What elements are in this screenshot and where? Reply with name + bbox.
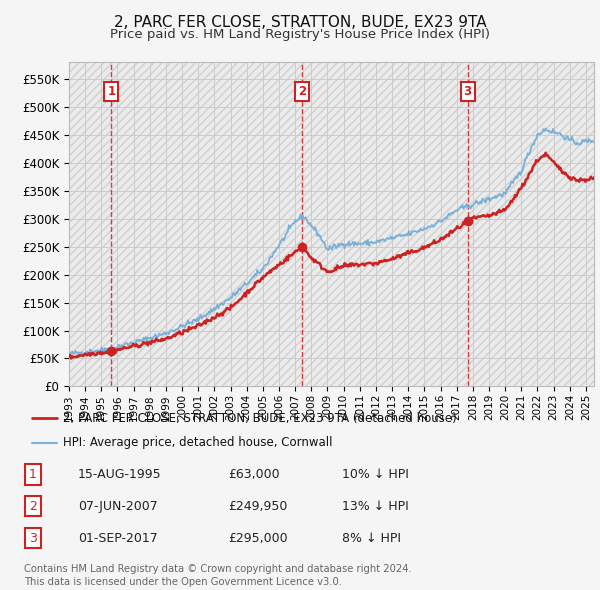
Text: £295,000: £295,000 (228, 532, 287, 545)
Text: 2: 2 (29, 500, 37, 513)
Text: 8% ↓ HPI: 8% ↓ HPI (342, 532, 401, 545)
Text: 2: 2 (298, 84, 307, 98)
Text: 07-JUN-2007: 07-JUN-2007 (78, 500, 158, 513)
Text: 10% ↓ HPI: 10% ↓ HPI (342, 468, 409, 481)
Text: 1: 1 (107, 84, 115, 98)
Text: 2, PARC FER CLOSE, STRATTON, BUDE, EX23 9TA: 2, PARC FER CLOSE, STRATTON, BUDE, EX23 … (113, 15, 487, 30)
Text: 15-AUG-1995: 15-AUG-1995 (78, 468, 161, 481)
Text: 01-SEP-2017: 01-SEP-2017 (78, 532, 158, 545)
Text: 2, PARC FER CLOSE, STRATTON, BUDE, EX23 9TA (detached house): 2, PARC FER CLOSE, STRATTON, BUDE, EX23 … (63, 412, 457, 425)
Text: Contains HM Land Registry data © Crown copyright and database right 2024.
This d: Contains HM Land Registry data © Crown c… (24, 564, 412, 587)
Text: Price paid vs. HM Land Registry's House Price Index (HPI): Price paid vs. HM Land Registry's House … (110, 28, 490, 41)
Text: 3: 3 (29, 532, 37, 545)
Text: 3: 3 (463, 84, 472, 98)
Text: 1: 1 (29, 468, 37, 481)
Text: £63,000: £63,000 (228, 468, 280, 481)
Text: £249,950: £249,950 (228, 500, 287, 513)
Text: HPI: Average price, detached house, Cornwall: HPI: Average price, detached house, Corn… (63, 436, 332, 449)
Text: 13% ↓ HPI: 13% ↓ HPI (342, 500, 409, 513)
